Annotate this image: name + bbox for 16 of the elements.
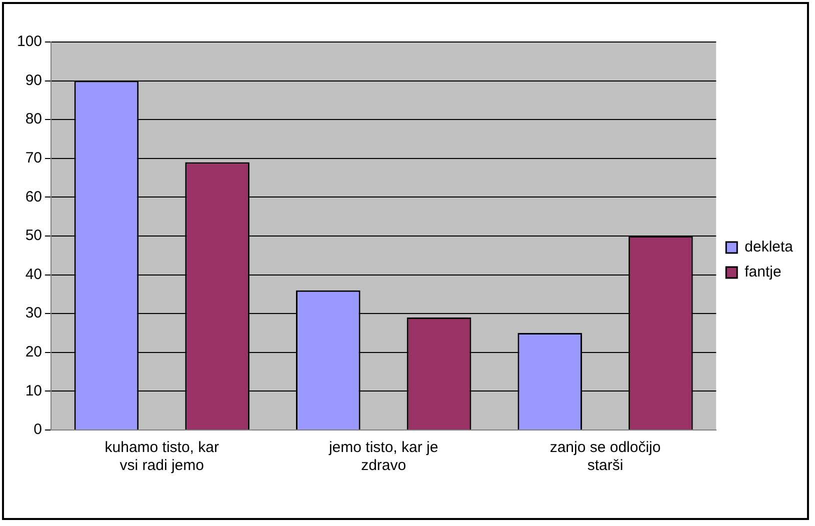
legend-label: dekleta [744,238,794,256]
y-tick-label: 10 [25,382,42,400]
y-tick-label: 30 [25,304,42,322]
legend-label: fantje [744,264,782,281]
y-tick-label: 90 [25,72,42,89]
y-tick-label: 40 [25,266,42,283]
y-tick-label: 60 [25,188,42,206]
y-tick-label: 50 [25,227,42,244]
y-tick-label: 100 [16,33,42,50]
x-tick-label: zanjo se odločijo starši [550,439,661,474]
y-tick-label: 0 [34,421,42,438]
y-tick-label: 70 [25,150,42,167]
y-tick-label: 20 [25,344,42,361]
y-tick-label: 80 [25,110,42,128]
x-tick-label: jemo tisto, kar je zdravo [328,439,438,474]
x-tick-label: kuhamo tisto, kar vsi radi jemo [104,439,219,474]
